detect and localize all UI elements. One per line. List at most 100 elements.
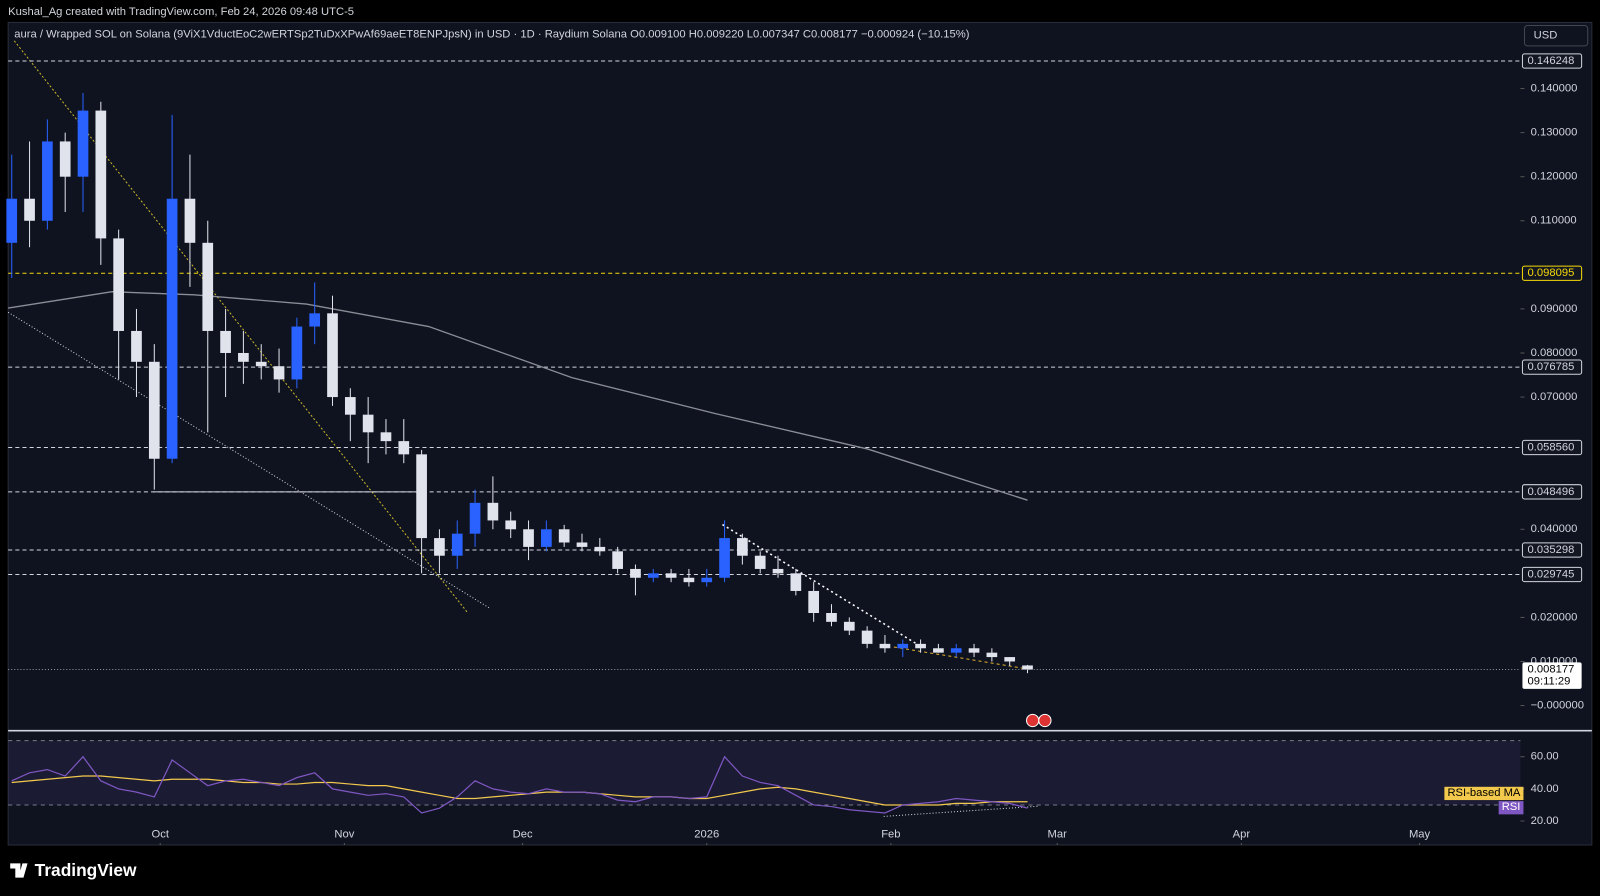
y-tick-label: 0.090000: [1531, 303, 1578, 315]
y-tick-label: 0.020000: [1531, 611, 1578, 623]
symbol: aura / Wrapped SOL on Solana (9ViX1Vduct…: [14, 29, 627, 41]
y-tick-label: 60.00: [1531, 751, 1559, 763]
x-tick-label: May: [1409, 829, 1431, 841]
currency[interactable]: USD: [1534, 30, 1558, 42]
candle-body: [843, 621, 855, 631]
x-tick-label: Dec: [513, 829, 533, 841]
candle-body: [291, 326, 303, 380]
y-tick-label: −0.000000: [1531, 700, 1584, 712]
candle-body: [380, 432, 392, 442]
candle-body: [416, 454, 427, 539]
level-label-box: [1521, 53, 1583, 69]
level-label: 0.058560: [1528, 441, 1575, 453]
series-label: RSI-based MA: [1447, 787, 1520, 799]
y-tick-label: 0.130000: [1531, 127, 1578, 139]
level-label-box: [1521, 542, 1583, 558]
y-tick-label: 40.00: [1531, 783, 1559, 795]
candle-body: [701, 577, 713, 583]
currency-button[interactable]: [1523, 25, 1589, 47]
symbol-legend: aura / Wrapped SOL on Solana (9ViX1Vduct…: [14, 29, 969, 41]
candle-body: [42, 141, 53, 221]
candle-body: [148, 361, 160, 459]
trend-line: [7, 311, 491, 609]
candle-body: [505, 520, 517, 530]
level-label: 0.035298: [1528, 544, 1575, 556]
candle-body: [915, 643, 926, 649]
y-tick-label: 0.040000: [1531, 523, 1578, 535]
x-tick-label: Apr: [1233, 829, 1251, 841]
candle-body: [719, 538, 730, 578]
candle-body: [131, 330, 142, 362]
x-tick-label: Oct: [152, 829, 170, 841]
level-label: 0.048496: [1528, 486, 1575, 498]
y-tick-label: 0.140000: [1531, 83, 1578, 95]
moving-average: [8, 291, 1028, 501]
candle-body: [612, 551, 623, 569]
candle-body: [950, 648, 962, 653]
level-label-box: [1521, 265, 1583, 281]
candle-body: [558, 529, 570, 543]
candle-body: [113, 238, 124, 331]
level-label-box: [1521, 566, 1583, 583]
candle-body: [523, 529, 534, 547]
level-label: 0.146248: [1528, 55, 1575, 67]
x-tick-label: Mar: [1048, 829, 1068, 841]
level-label: 0.076785: [1528, 361, 1575, 373]
candle-body: [398, 441, 410, 455]
series-line: [11, 775, 1028, 806]
candle-body: [273, 366, 285, 380]
logo-text: TradingView: [35, 860, 137, 880]
candle-body: [754, 555, 766, 569]
series-label: RSI: [1502, 801, 1521, 813]
candle-body: [77, 110, 89, 177]
candle-body: [469, 502, 481, 534]
candle-body: [861, 630, 873, 644]
rsi-band: [8, 740, 1521, 805]
candle-body: [541, 529, 552, 547]
candle-body: [166, 198, 178, 459]
candle-body: [826, 613, 837, 622]
level-label-box: [1521, 359, 1583, 375]
candle-body: [309, 313, 321, 327]
candle-body: [451, 533, 463, 556]
level-label: 0.029745: [1528, 568, 1575, 580]
logo-icon: [10, 863, 28, 878]
candle-body: [933, 648, 944, 653]
trend-line: [13, 40, 468, 613]
candle-body: [897, 643, 909, 649]
trend-line: [893, 646, 1031, 670]
candle-body: [968, 648, 980, 653]
candle-body: [630, 568, 641, 578]
candle-body: [24, 198, 35, 221]
candle-body: [1022, 665, 1033, 670]
series-label-box: [1444, 786, 1524, 801]
candle-body: [647, 573, 659, 578]
trend-line: [883, 805, 1039, 817]
x-tick-label: 2026: [694, 829, 719, 841]
change: −0.000924 (−10.15%): [861, 29, 970, 41]
watermark: Kushal_Ag created with TradingView.com, …: [8, 6, 354, 18]
candle-body: [1004, 657, 1016, 662]
level-label-box: [1521, 439, 1583, 456]
x-tick-label: Nov: [334, 829, 354, 841]
candle-body: [344, 397, 356, 415]
event-icon[interactable]: [1026, 713, 1040, 728]
y-tick-label: 20.00: [1531, 815, 1559, 827]
candle-body: [95, 110, 107, 239]
event-icon[interactable]: [1038, 713, 1052, 728]
candle-body: [594, 546, 606, 552]
last-price-label: 0.008177: [1528, 663, 1575, 675]
y-tick-label: 0.120000: [1531, 171, 1578, 183]
candle-body: [665, 573, 677, 578]
countdown: 09:11:29: [1528, 676, 1571, 688]
candle-body: [6, 198, 18, 243]
candle-body: [184, 198, 196, 243]
candle-body: [238, 352, 249, 362]
level-label-box: [1521, 484, 1583, 500]
candle-body: [362, 414, 374, 433]
candle-body: [576, 542, 588, 547]
candle-body: [487, 502, 499, 521]
candle-body: [255, 361, 267, 367]
series-label-box: [1498, 801, 1524, 815]
series-line: [11, 755, 1028, 814]
